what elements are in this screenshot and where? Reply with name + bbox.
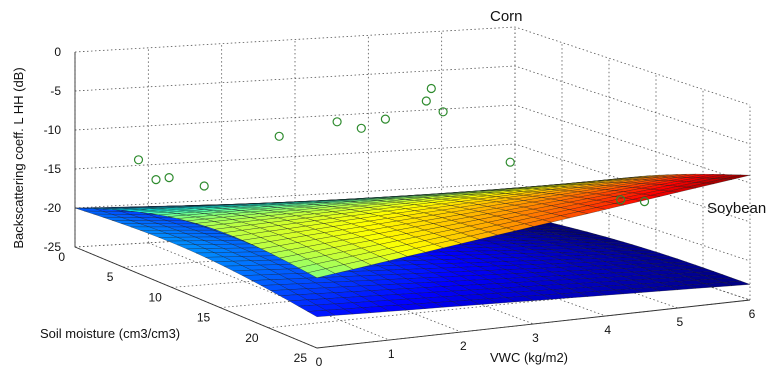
grid-line-z [74,182,751,262]
tick-vwc: 5 [676,315,683,329]
surface-label-soybean: Soybean [707,200,766,217]
tick-backscatter: -15 [44,162,62,176]
grid-line-sm-floor [123,237,563,268]
observation-point [421,96,431,106]
grid-line-z [74,65,751,145]
tick-vwc: 2 [460,339,467,353]
tick-backscatter: 0 [54,45,61,59]
vwc-axis-label: VWC (kg/m2) [490,350,568,365]
tick-soil-moisture: 20 [245,331,259,345]
tick-soil-moisture: 25 [294,351,308,365]
observation-point [438,107,448,117]
tick-vwc: 1 [388,347,395,361]
surfaces [74,173,751,317]
tick-backscatter: -20 [44,201,62,215]
observation-points [133,83,650,207]
tick-soil-moisture: 10 [148,290,162,304]
observation-point [274,131,284,141]
grid-line-z [74,104,751,184]
tick-backscatter: -25 [44,240,62,254]
observation-point [332,117,342,127]
observation-point [639,197,650,207]
grid-line-z [74,26,751,106]
tick-soil-moisture: 0 [58,250,65,264]
tick-soil-moisture: 5 [107,270,114,284]
observation-point [505,157,515,167]
observation-point [380,114,390,124]
grid-line-sm-floor [268,284,704,329]
tick-vwc: 3 [532,331,539,345]
y-axis-label: Backscattering coeff. L HH (dB) [11,67,26,248]
observation-point [356,123,366,133]
grid-line-vwc-floor [148,242,390,341]
observation-point [199,181,209,191]
observation-point [151,175,161,185]
axis-frame [74,52,751,349]
surface-cell [307,310,336,317]
tick-vwc: 6 [749,307,756,321]
tick-vwc: 0 [316,355,323,369]
observation-point [615,195,626,205]
tick-vwc: 4 [604,323,611,337]
observation-point [164,173,174,183]
grid-line-vwc-floor [294,234,534,325]
surface-label-corn: Corn [490,8,523,25]
observation-point [133,155,144,165]
soil-moisture-axis-label: Soil moisture (cm3/cm3) [40,326,180,341]
surface-corn [74,173,751,278]
grid-line-z [74,143,751,223]
tick-backscatter: -5 [50,84,61,98]
tick-soil-moisture: 15 [197,311,211,325]
tick-backscatter: -10 [44,123,62,137]
surface-cell [307,268,336,278]
observation-point [426,83,436,94]
